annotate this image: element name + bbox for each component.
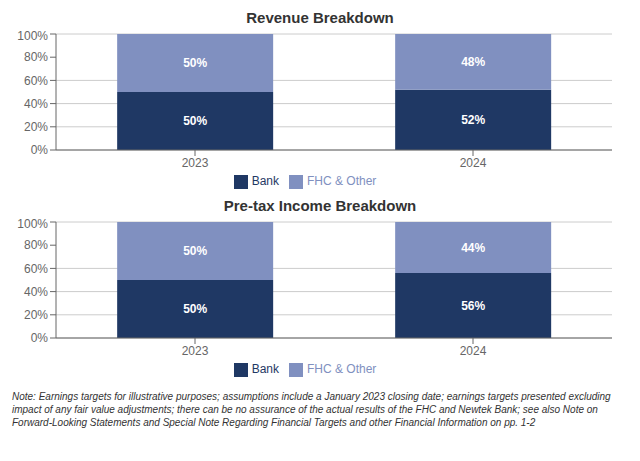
html-text:Note: Earnings targets for ill: Note: Earnings targets for illustrative … [12,391,611,428]
svg-text:40%: 40% [24,97,48,111]
svg-text:2024: 2024 [460,344,487,358]
svg-text:0%: 0% [31,143,49,157]
svg-text:56%: 56% [461,299,485,313]
html-text:FHC & Other: FHC & Other [307,174,377,188]
svg-text:50%: 50% [183,302,207,316]
svg-text:2023: 2023 [182,344,209,358]
svg-text:40%: 40% [24,285,48,299]
svg-text:44%: 44% [461,241,485,255]
html-text:Bank: Bank [251,362,279,376]
svg-text:20%: 20% [24,308,48,322]
svg-text:50%: 50% [183,56,207,70]
html-text:FHC & Other: FHC & Other [307,362,377,376]
svg-text:60%: 60% [24,262,48,276]
svg-text:52%: 52% [461,113,485,127]
svg-text:50%: 50% [183,114,207,128]
svg-text:60%: 60% [24,74,48,88]
svg-text:100%: 100% [17,217,48,231]
html-text:Pre-tax Income Breakdown: Pre-tax Income Breakdown [223,197,417,214]
svg-text:2023: 2023 [182,156,209,170]
svg-text:50%: 50% [183,244,207,258]
html-text:Bank: Bank [251,174,279,188]
svg-text:0%: 0% [31,331,49,345]
html-text:Revenue Breakdown: Revenue Breakdown [246,9,394,26]
svg-text:80%: 80% [24,50,48,64]
svg-text:20%: 20% [24,120,48,134]
svg-text:100%: 100% [17,29,48,43]
svg-text:2024: 2024 [460,156,487,170]
svg-text:48%: 48% [461,55,485,69]
svg-text:80%: 80% [24,238,48,252]
